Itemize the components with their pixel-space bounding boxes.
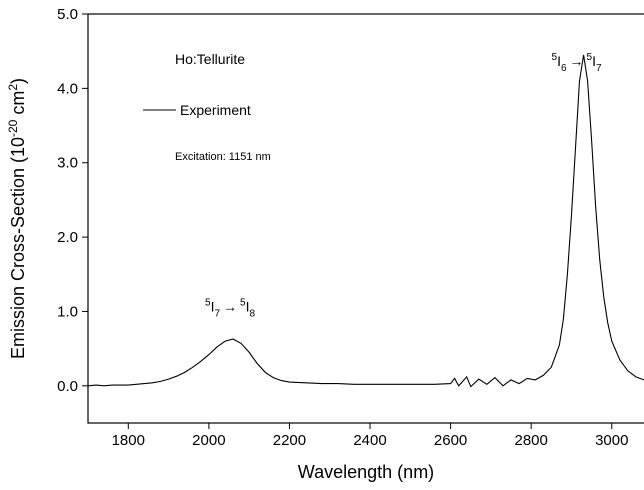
annotation-part: 8 [250,308,256,319]
annotation: 5I6 → 5I7 [552,52,602,74]
y-tick-label: 1.0 [57,303,78,320]
y-axis-label: Emission Cross-Section (10-20 cm2) [6,78,28,359]
x-tick-label: 3000 [595,432,628,449]
x-tick-label: 2800 [515,432,548,449]
x-tick-label: 1800 [112,432,145,449]
sample-label: Ho:Tellurite [175,51,245,67]
y-axis-label-part: ) [8,78,28,84]
y-tick-label: 5.0 [57,6,78,23]
y-tick-label: 3.0 [57,155,78,172]
annotation-part: 5 [205,297,211,308]
y-axis-label-part: -20 [6,119,20,137]
y-tick-label: 4.0 [57,80,78,97]
x-tick-label: 2600 [434,432,467,449]
y-tick-label: 2.0 [57,229,78,246]
annotation: 5I7 → 5I8 [205,297,255,319]
annotation-part: 7 [214,308,220,319]
annotation-part: 5 [552,52,558,63]
y-axis-label-part: cm [8,91,28,120]
annotation-part: 5 [587,52,593,63]
data-line [87,54,644,388]
y-tick-label: 0.0 [57,378,78,395]
excitation-label: Excitation: 1151 nm [175,151,271,163]
annotation-part: I [211,298,215,314]
x-tick-label: 2400 [353,432,386,449]
annotation-part: 6 [561,63,567,74]
y-axis-label-part: 2 [6,84,20,91]
annotation-part: I [246,298,250,314]
y-axis-label-part: Emission Cross-Section (10 [8,137,28,359]
annotation-part: → [223,298,237,314]
x-axis-label: Wavelength (nm) [298,462,434,482]
annotation-part: → [570,53,584,69]
annotation-part: 5 [240,297,246,308]
legend-label: Experiment [180,102,251,118]
x-tick-label: 2000 [192,432,225,449]
x-tick-label: 2200 [273,432,306,449]
plot-frame [87,13,644,424]
annotation-part: I [557,53,561,69]
annotation-part: 7 [596,63,602,74]
annotation-part: I [592,53,596,69]
